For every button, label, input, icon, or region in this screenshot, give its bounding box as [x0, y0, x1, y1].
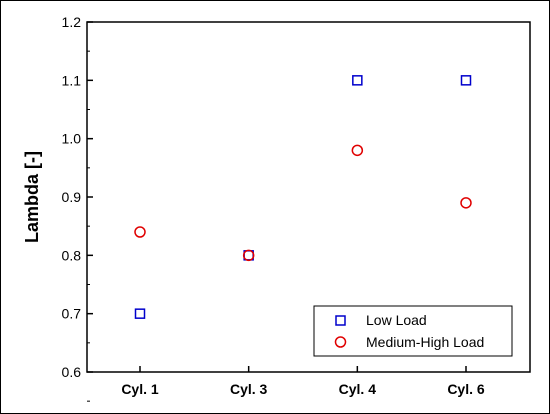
- point-medium-high-load-1: [134, 226, 146, 238]
- point-low-load-3: [352, 75, 363, 86]
- legend: Low Load Medium-High Load: [313, 305, 513, 357]
- point-medium-high-load-3: [351, 144, 364, 157]
- y-tick-label: 0.8: [62, 247, 82, 263]
- x-tick-label: Cyl. 4: [339, 381, 377, 397]
- y-axis: 0.6 0.7 0.8 0.9 1.0 1.1 1.2: [62, 14, 93, 402]
- legend-marker-low-load: [335, 315, 346, 326]
- point-low-load-4: [460, 75, 472, 86]
- data-points: [134, 75, 472, 319]
- legend-box: [313, 305, 513, 357]
- point-low-load-1: [134, 308, 146, 319]
- legend-label-low-load: Low Load: [366, 312, 427, 328]
- legend-label-medium-high-load: Medium-High Load: [366, 334, 484, 350]
- y-tick-label: 1.2: [62, 14, 82, 30]
- x-tick-label: Cyl. 1: [121, 381, 159, 397]
- y-tick-label: 0.9: [62, 189, 82, 205]
- x-axis: Cyl. 1 Cyl. 3 Cyl. 4 Cyl. 6: [121, 366, 485, 397]
- point-medium-high-load-2: [242, 249, 255, 262]
- x-tick-label: Cyl. 6: [447, 381, 485, 397]
- point-medium-high-load-4: [460, 197, 472, 209]
- y-axis-title: Lambda [-]: [22, 151, 42, 243]
- y-tick-label: 1.1: [62, 72, 82, 88]
- y-tick-label: 1.0: [62, 131, 82, 147]
- legend-marker-medium-high-load: [334, 336, 347, 348]
- y-tick-label: 0.6: [62, 364, 82, 380]
- y-tick-label: 0.7: [62, 306, 82, 322]
- x-tick-label: Cyl. 3: [230, 381, 268, 397]
